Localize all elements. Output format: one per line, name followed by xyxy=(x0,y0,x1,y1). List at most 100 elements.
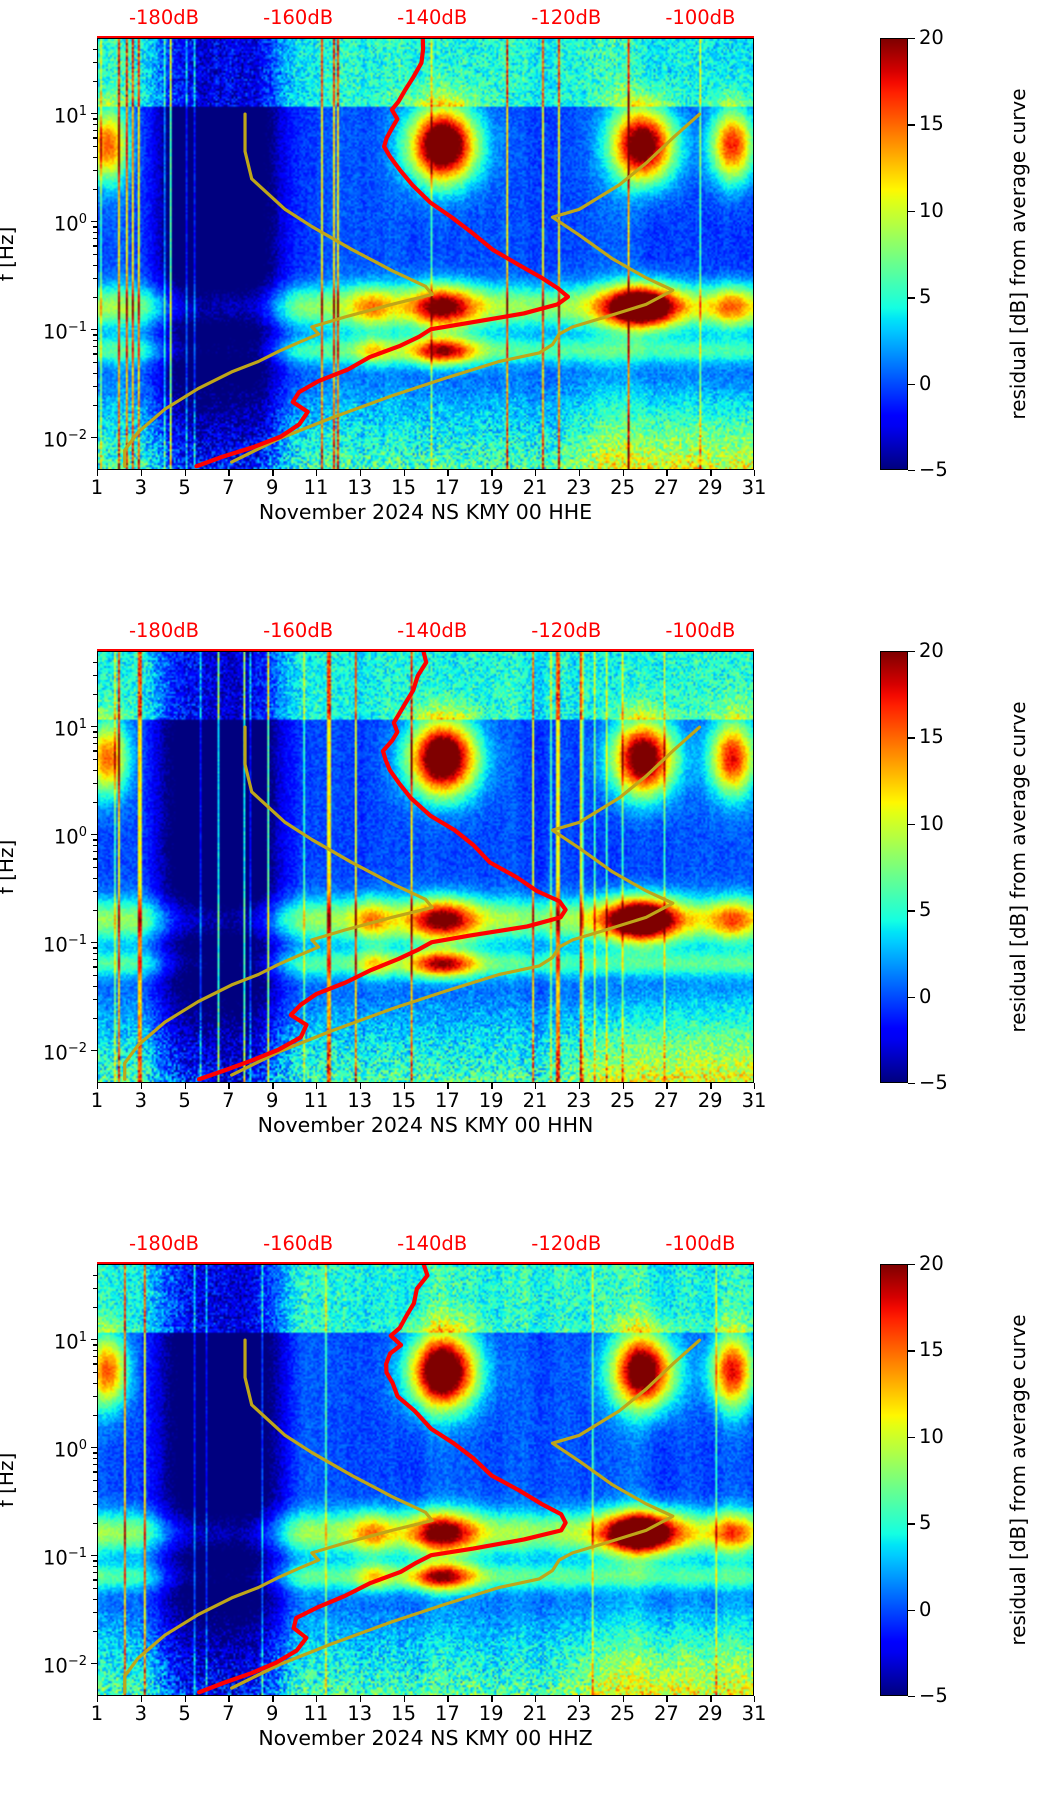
x-tick-label: 1 xyxy=(90,1089,104,1112)
y-minor-tick xyxy=(93,891,97,893)
x-tick xyxy=(622,1083,624,1089)
x-tick-label: 23 xyxy=(566,1089,592,1112)
y-axis-label: f [Hz] xyxy=(0,226,18,282)
colorbar-tick xyxy=(908,1696,915,1698)
high-noise-model-curve xyxy=(125,727,432,1079)
x-tick xyxy=(228,1083,230,1089)
x-tick-label: 5 xyxy=(178,476,191,499)
x-tick-label: 27 xyxy=(653,476,679,499)
y-minor-tick xyxy=(93,386,97,388)
y-minor-tick xyxy=(93,750,97,752)
colorbar-tick-label: 5 xyxy=(919,1511,932,1535)
y-minor-tick xyxy=(93,146,97,148)
spectrogram-plot-area[interactable] xyxy=(97,1264,754,1696)
y-minor-tick xyxy=(93,1566,97,1568)
x-tick-label: 19 xyxy=(478,476,504,499)
high-noise-model-curve xyxy=(125,114,432,466)
y-minor-tick xyxy=(93,278,97,280)
x-tick-label: 3 xyxy=(134,1702,148,1725)
colorbar-tick-label: −5 xyxy=(919,1071,948,1094)
y-minor-tick xyxy=(93,1490,97,1492)
high-noise-model-curve xyxy=(125,1340,432,1692)
y-tick-label: 10−1 xyxy=(43,932,87,956)
y-minor-tick xyxy=(93,1471,97,1473)
y-minor-tick xyxy=(93,1018,97,1020)
x-tick-label: 1 xyxy=(90,476,104,499)
colorbar-tick xyxy=(908,1264,915,1266)
x-tick-label: 15 xyxy=(391,1702,417,1725)
top-axis-label: -160dB xyxy=(263,1232,334,1255)
x-tick xyxy=(710,1083,712,1089)
y-minor-tick xyxy=(93,985,97,987)
colorbar-tick-label: 0 xyxy=(919,371,932,395)
x-tick xyxy=(622,470,624,476)
top-axis-label: -100dB xyxy=(665,619,736,642)
x-tick-label: 3 xyxy=(134,476,148,499)
y-minor-tick xyxy=(93,1464,97,1466)
colorbar-tick-label: 15 xyxy=(919,1338,944,1362)
y-axis-label: f [Hz] xyxy=(0,839,18,895)
y-tick xyxy=(90,436,97,439)
x-tick xyxy=(666,470,668,476)
y-minor-tick xyxy=(93,238,97,240)
x-tick-label: 11 xyxy=(303,476,329,499)
y-axis-label: f [Hz] xyxy=(0,1452,18,1508)
x-tick-label: 25 xyxy=(610,1702,636,1725)
y-minor-tick xyxy=(93,118,97,120)
panel-title: November 2024 NS KMY 00 HHE xyxy=(258,500,593,524)
x-tick xyxy=(97,1083,99,1089)
colorbar-tick xyxy=(908,383,915,385)
y-minor-tick xyxy=(93,334,97,336)
spectrogram-panel-hhz: -180dB -160dB -140dB -120dB -100dB 101 100 10−1… xyxy=(0,1226,1052,1806)
y-tick xyxy=(90,1662,97,1665)
colorbar-tick xyxy=(908,297,915,299)
colorbar-tick xyxy=(908,470,915,472)
y-minor-tick xyxy=(93,858,97,860)
y-minor-tick xyxy=(93,953,97,955)
x-tick-label: 5 xyxy=(178,1702,191,1725)
colorbar-tick xyxy=(908,910,915,912)
x-tick-label: 9 xyxy=(265,1089,279,1112)
y-tick-label: 10−2 xyxy=(43,427,87,451)
top-axis-label: -140dB xyxy=(397,1232,468,1255)
y-minor-tick xyxy=(93,851,97,853)
x-tick xyxy=(491,1083,493,1089)
x-tick xyxy=(228,470,230,476)
y-minor-tick xyxy=(93,232,97,234)
colorbar xyxy=(880,651,908,1083)
y-minor-tick xyxy=(93,189,97,191)
x-tick-label: 1 xyxy=(90,1702,104,1725)
x-tick xyxy=(272,470,274,476)
x-tick xyxy=(403,470,405,476)
x-tick xyxy=(359,470,362,476)
y-minor-tick xyxy=(93,769,97,771)
y-tick xyxy=(90,1446,97,1449)
colorbar-tick-label: −5 xyxy=(919,458,948,481)
x-tick-label: 3 xyxy=(134,1089,148,1112)
spectrogram-plot-area[interactable] xyxy=(97,38,754,470)
x-tick-label: 29 xyxy=(697,476,723,499)
average-psd-curve xyxy=(199,652,565,1079)
x-tick xyxy=(359,1696,362,1702)
x-axis: 1 3 5 7 9 11 13 15 17 19 21 23 25 27 29 31 xyxy=(91,1696,766,1730)
x-tick-label: 5 xyxy=(178,1089,191,1112)
y-minor-tick xyxy=(93,156,97,158)
x-tick xyxy=(140,1696,143,1702)
y-tick-label: 100 xyxy=(53,824,87,848)
top-axis-label: -140dB xyxy=(397,6,468,29)
colorbar-tick-label: 20 xyxy=(919,26,944,49)
x-tick xyxy=(447,470,449,476)
x-tick-label: 13 xyxy=(347,476,373,499)
top-axis-label: -120dB xyxy=(531,1232,602,1255)
x-tick-label: 25 xyxy=(610,476,636,499)
y-tick xyxy=(90,941,97,944)
spectrogram-plot-area[interactable] xyxy=(97,651,754,1083)
overlay-curves xyxy=(98,1265,753,1695)
colorbar-label: residual [dB] from average curve xyxy=(1006,701,1030,1033)
x-axis: 1 3 5 7 9 11 13 15 17 19 21 23 25 27 29 31 xyxy=(91,470,766,504)
y-minor-tick xyxy=(93,1344,97,1346)
x-tick xyxy=(666,1083,668,1089)
y-axis: 101 100 10−1 10−2 xyxy=(0,1264,97,1696)
y-tick-label: 101 xyxy=(53,103,87,127)
x-tick-label: 31 xyxy=(741,1089,767,1112)
